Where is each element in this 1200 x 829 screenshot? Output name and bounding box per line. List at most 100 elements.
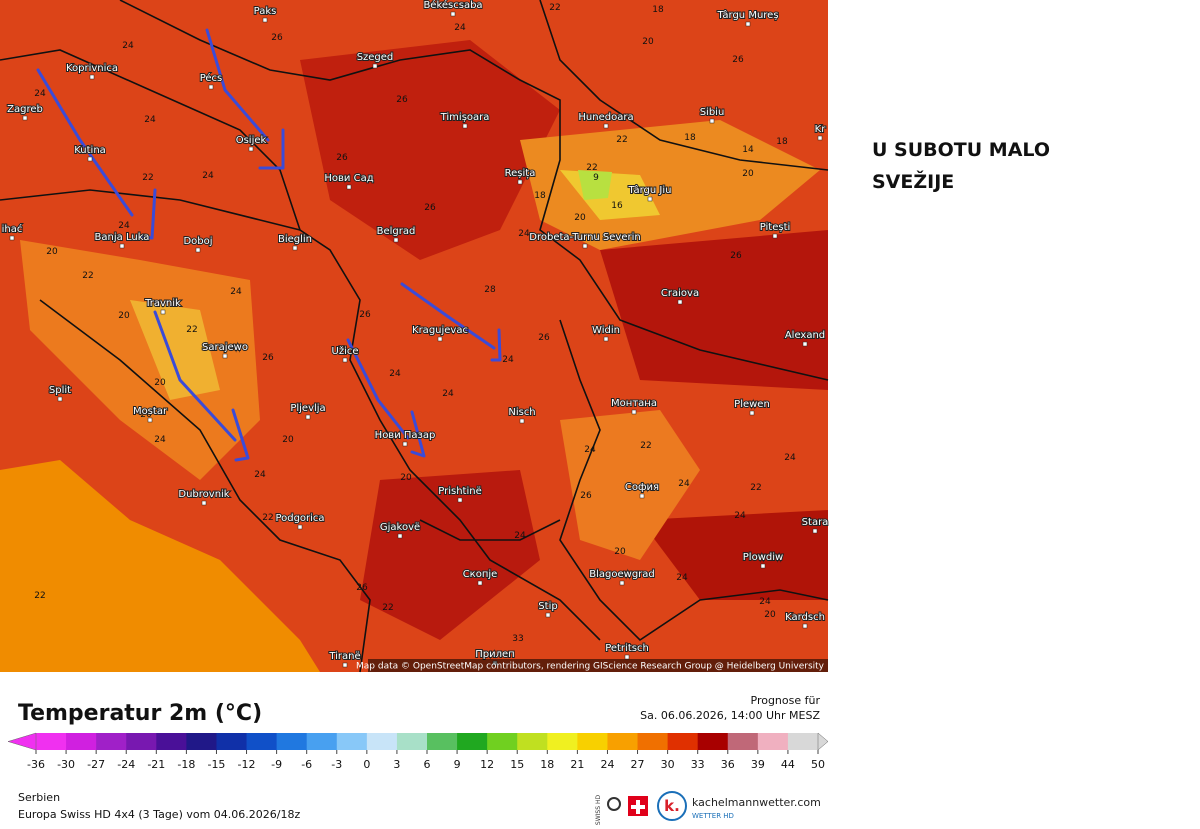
temperature-label: 22 xyxy=(34,591,45,601)
temperature-label: 24 xyxy=(118,221,130,231)
temperature-label: 26 xyxy=(336,153,348,163)
arrow xyxy=(205,28,270,142)
city-label: Dubrovnik xyxy=(178,489,229,500)
arrow xyxy=(153,310,237,442)
temperature-label: 24 xyxy=(389,369,401,379)
colorbar-segment xyxy=(306,733,338,750)
temperature-label: 24 xyxy=(254,470,266,480)
colorbar-tip xyxy=(817,732,829,751)
brand: WETTER HD xyxy=(692,812,734,820)
annotation: U SUBOTU MALO xyxy=(872,139,1050,161)
site-name: kachelmannwetter.com xyxy=(692,796,821,809)
colorbar-segment xyxy=(186,733,217,750)
colorbar-segment xyxy=(697,733,729,750)
logo-circle xyxy=(657,791,687,821)
temperature-label: 22 xyxy=(586,163,597,173)
temperature-label: 20 xyxy=(614,547,626,557)
colorbar-tick-label: 12 xyxy=(480,758,494,771)
colorbar-tick-label: 30 xyxy=(661,758,675,771)
city-label: Нови Сад xyxy=(324,173,373,184)
temperature-label: 26 xyxy=(262,353,274,363)
city-label: Plewen xyxy=(734,399,770,410)
city-dot xyxy=(222,353,228,359)
colorbar-tick-label: 18 xyxy=(540,758,554,771)
temperature-label: 24 xyxy=(230,287,242,297)
temperature-label: 24 xyxy=(676,573,688,583)
temperature-label: 20 xyxy=(642,37,654,47)
border-line xyxy=(559,319,829,642)
city-dot xyxy=(462,123,468,129)
city-label: Blagoewgrad xyxy=(589,569,655,580)
city-dot xyxy=(397,533,403,539)
colorbar-tick-label: 9 xyxy=(454,758,461,771)
temperature-label: 26 xyxy=(356,583,368,593)
colorbar-tick-label: -9 xyxy=(271,758,282,771)
temperature-label: 24 xyxy=(784,453,796,463)
colorbar-segment xyxy=(36,733,67,750)
colorbar-segment xyxy=(156,733,187,750)
city-dot xyxy=(802,623,808,629)
temperature-label: 20 xyxy=(154,378,166,388)
temperature-label: 28 xyxy=(484,285,496,295)
colorbar-segment xyxy=(66,733,97,750)
temperature-label: 20 xyxy=(118,311,130,321)
city-label: Stip xyxy=(538,601,557,612)
city-dot xyxy=(749,410,755,416)
arrow xyxy=(400,282,496,350)
attribution-bg xyxy=(368,659,828,672)
city-dot xyxy=(262,17,268,23)
city-dot xyxy=(647,196,653,202)
temperature-label: 26 xyxy=(538,333,550,343)
colorbar-segment xyxy=(96,733,127,750)
hot-area xyxy=(640,510,828,600)
region: Serbien xyxy=(18,791,60,804)
temperature-label: 22 xyxy=(82,271,93,281)
model-run: Europa Swiss HD 4x4 (3 Tage) vom 04.06.2… xyxy=(18,808,300,821)
colorbar-segment xyxy=(607,733,639,750)
city-label: Sibiu xyxy=(700,107,725,118)
temperature-label: 24 xyxy=(154,435,166,445)
colorbar-segment xyxy=(757,733,789,750)
city-dot xyxy=(450,11,456,17)
city-dot xyxy=(582,243,588,249)
temperature-label: 16 xyxy=(611,201,623,211)
hot-area xyxy=(600,230,828,390)
city-label: Craiova xyxy=(661,288,699,299)
arrow xyxy=(231,408,250,462)
colorbar-segment xyxy=(517,733,548,750)
temperature-label: 24 xyxy=(734,511,746,521)
mild-area xyxy=(520,120,820,250)
colorbar-segment xyxy=(336,733,368,750)
city-dot xyxy=(346,184,352,190)
cool-area xyxy=(578,170,612,200)
annotation: SVEŽIJE xyxy=(872,170,954,193)
city-dot xyxy=(342,357,348,363)
colorbar-tick-label: -6 xyxy=(301,758,312,771)
city-dot xyxy=(119,243,125,249)
city-label: ihać xyxy=(2,223,23,235)
city-label: Нови Пазар xyxy=(375,430,436,441)
temperature-label: 20 xyxy=(764,610,776,620)
city-label: Koprivnica xyxy=(66,63,118,74)
temperature-label: 24 xyxy=(678,479,690,489)
colorbar-segment xyxy=(396,733,428,750)
swiss-cross xyxy=(631,800,645,814)
city-dot xyxy=(393,237,399,243)
temperature-label: 22 xyxy=(640,441,651,451)
temperature-label: 24 xyxy=(442,389,454,399)
temperature-label: 18 xyxy=(652,5,664,15)
colorbar-tick-label: -21 xyxy=(147,758,165,771)
arrow xyxy=(346,338,410,440)
city-label: Doboj xyxy=(183,236,212,247)
city-label: Bieglin xyxy=(278,234,312,245)
city-label: Widin xyxy=(592,325,620,336)
colorbar-segment xyxy=(547,733,578,750)
colorbar-tick-label: 44 xyxy=(781,758,795,771)
city-label: Прилеп xyxy=(475,649,514,660)
city-dot xyxy=(619,580,625,586)
colorbar-tip xyxy=(7,732,37,751)
city-dot xyxy=(160,309,166,315)
colorbar-segment xyxy=(487,733,518,750)
city-label: Szeged xyxy=(357,52,394,63)
colorbar-segment xyxy=(366,733,398,750)
